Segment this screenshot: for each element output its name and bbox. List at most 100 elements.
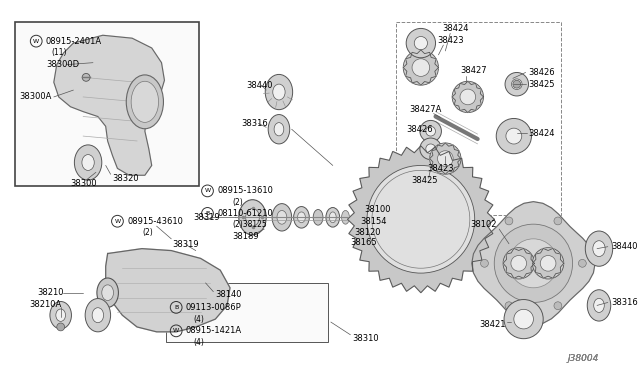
Text: (11): (11) xyxy=(52,48,67,57)
Ellipse shape xyxy=(131,81,159,122)
Circle shape xyxy=(506,128,522,144)
Circle shape xyxy=(511,256,527,271)
Ellipse shape xyxy=(277,211,287,224)
Circle shape xyxy=(554,302,562,310)
Text: (2): (2) xyxy=(232,198,243,207)
Text: 38316: 38316 xyxy=(612,298,639,307)
Circle shape xyxy=(496,118,531,154)
Circle shape xyxy=(509,239,558,288)
Text: 08915-1421A: 08915-1421A xyxy=(186,326,242,335)
Text: W: W xyxy=(204,188,211,193)
Polygon shape xyxy=(54,35,164,175)
Text: 38440: 38440 xyxy=(612,242,638,251)
Text: 38423: 38423 xyxy=(428,164,454,173)
Circle shape xyxy=(511,79,522,90)
Text: 38310: 38310 xyxy=(353,334,379,343)
Ellipse shape xyxy=(74,145,102,180)
Ellipse shape xyxy=(594,298,604,312)
Ellipse shape xyxy=(326,208,340,227)
Text: 38316: 38316 xyxy=(242,119,269,128)
Text: 38165: 38165 xyxy=(350,238,377,247)
Text: 38426: 38426 xyxy=(529,68,555,77)
Text: 38300: 38300 xyxy=(70,179,97,187)
Ellipse shape xyxy=(85,299,111,332)
Polygon shape xyxy=(452,81,483,113)
Circle shape xyxy=(481,259,488,267)
Ellipse shape xyxy=(126,75,163,129)
Text: 38425: 38425 xyxy=(529,80,555,89)
Polygon shape xyxy=(472,202,595,325)
Text: (4): (4) xyxy=(194,315,205,324)
Circle shape xyxy=(503,248,534,279)
Text: 38424: 38424 xyxy=(442,24,469,33)
Ellipse shape xyxy=(313,209,323,225)
Ellipse shape xyxy=(265,74,292,110)
Text: B: B xyxy=(174,305,179,310)
Ellipse shape xyxy=(239,200,266,235)
Circle shape xyxy=(403,50,438,85)
Circle shape xyxy=(57,323,65,331)
Text: (2)38125: (2)38125 xyxy=(232,220,267,229)
Circle shape xyxy=(414,36,428,50)
Text: 38154: 38154 xyxy=(360,217,387,226)
Text: W: W xyxy=(33,39,39,44)
Ellipse shape xyxy=(588,290,611,321)
Polygon shape xyxy=(532,248,564,278)
Ellipse shape xyxy=(273,84,285,100)
Ellipse shape xyxy=(246,209,259,226)
Ellipse shape xyxy=(593,241,605,257)
Circle shape xyxy=(452,81,483,113)
Circle shape xyxy=(532,248,564,279)
Ellipse shape xyxy=(298,212,305,223)
Text: 38210: 38210 xyxy=(37,288,64,297)
Ellipse shape xyxy=(82,155,94,170)
Text: 38427A: 38427A xyxy=(409,105,442,114)
Text: 38100: 38100 xyxy=(364,205,390,214)
Circle shape xyxy=(540,256,556,271)
Circle shape xyxy=(429,143,461,174)
Text: 38427: 38427 xyxy=(460,66,486,75)
Circle shape xyxy=(82,73,90,81)
Text: 38425: 38425 xyxy=(411,176,438,185)
Bar xyxy=(15,22,198,186)
Circle shape xyxy=(554,217,562,225)
Circle shape xyxy=(412,59,429,76)
Text: 08915-2401A: 08915-2401A xyxy=(45,37,101,46)
Text: 38421: 38421 xyxy=(479,321,506,330)
Ellipse shape xyxy=(268,115,290,144)
Text: 38319: 38319 xyxy=(194,213,220,222)
Text: 08915-13610: 08915-13610 xyxy=(218,186,273,195)
Text: 38319: 38319 xyxy=(172,240,199,249)
Text: 09113-0086P: 09113-0086P xyxy=(186,303,242,312)
Text: J38004: J38004 xyxy=(568,354,599,363)
Text: 38320: 38320 xyxy=(113,174,139,183)
Circle shape xyxy=(406,28,436,58)
Circle shape xyxy=(438,151,453,166)
Text: 38140: 38140 xyxy=(215,290,242,299)
Bar xyxy=(396,22,561,215)
Text: 38426: 38426 xyxy=(406,125,433,134)
Text: 38440: 38440 xyxy=(246,81,273,90)
Circle shape xyxy=(505,302,513,310)
Polygon shape xyxy=(429,143,461,174)
Circle shape xyxy=(420,121,442,142)
Circle shape xyxy=(460,89,476,105)
Polygon shape xyxy=(503,248,534,278)
Text: (2): (2) xyxy=(142,228,153,237)
Circle shape xyxy=(504,299,543,339)
Text: 08915-43610: 08915-43610 xyxy=(127,217,183,226)
Ellipse shape xyxy=(50,301,72,329)
Polygon shape xyxy=(403,50,438,85)
Circle shape xyxy=(505,73,529,96)
Circle shape xyxy=(426,144,435,154)
Circle shape xyxy=(426,126,435,136)
Circle shape xyxy=(494,224,573,302)
Ellipse shape xyxy=(274,123,284,136)
Text: 38424: 38424 xyxy=(529,129,555,138)
Ellipse shape xyxy=(92,308,104,323)
Text: (4): (4) xyxy=(194,338,205,347)
Circle shape xyxy=(579,259,586,267)
Ellipse shape xyxy=(342,211,349,224)
Text: 08110-61210: 08110-61210 xyxy=(218,209,273,218)
Ellipse shape xyxy=(330,212,336,223)
